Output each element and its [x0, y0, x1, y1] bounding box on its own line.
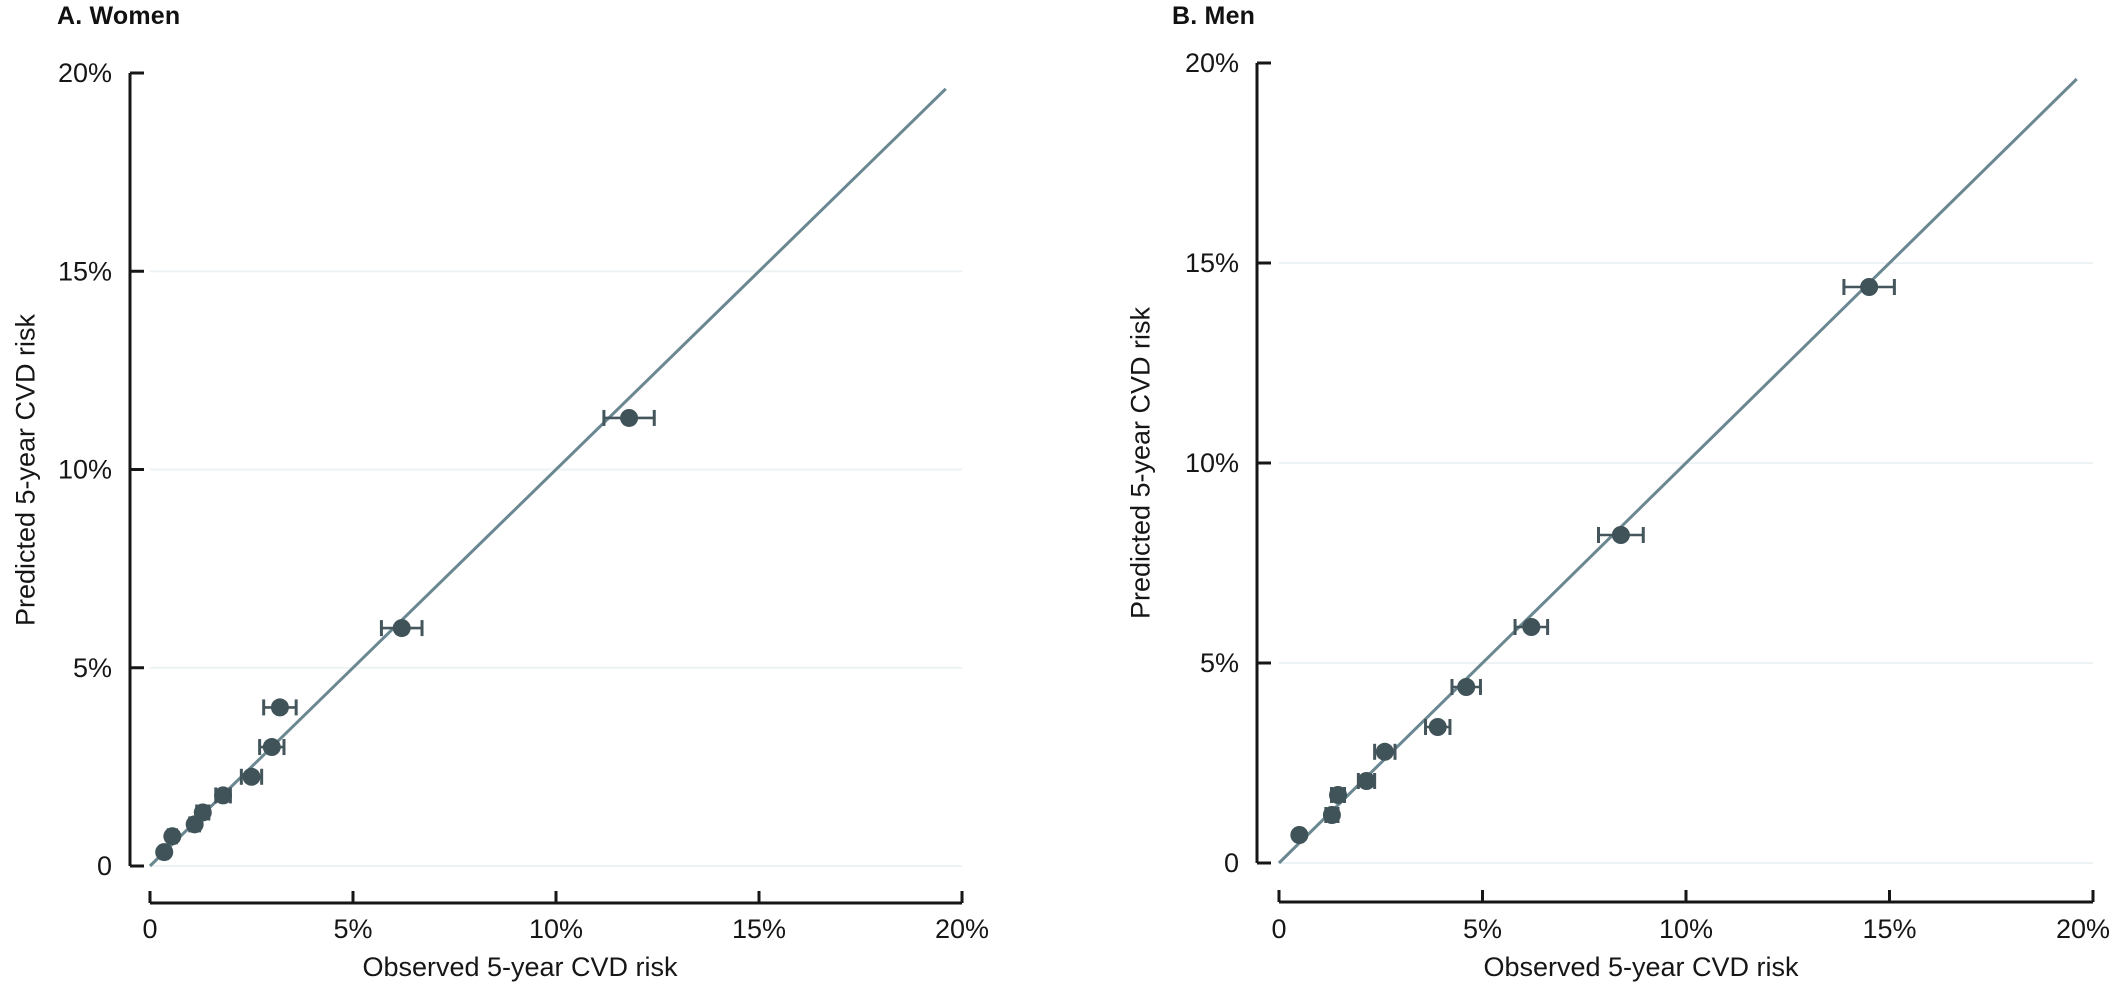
- x-tick-label: 20%: [935, 914, 989, 944]
- x-tick-label: 20%: [2056, 914, 2110, 944]
- y-tick-label: 20%: [58, 58, 112, 88]
- data-point: [1860, 278, 1879, 296]
- data-point: [620, 408, 639, 427]
- y-tick-label: 10%: [1185, 448, 1239, 478]
- panel-b-x-axis-label: Observed 5-year CVD risk: [1483, 952, 1799, 982]
- panel-b: 0 5% 10% 15% 20% 0 5% 10% 15% 20%: [1185, 48, 2110, 944]
- identity-line: [1277, 77, 2078, 865]
- data-point: [392, 619, 411, 638]
- data-point: [155, 843, 174, 862]
- y-tick-label: 15%: [58, 256, 112, 286]
- x-tick-label: 15%: [1862, 914, 1916, 944]
- data-point: [1522, 618, 1541, 636]
- data-point: [262, 738, 281, 757]
- data-point: [1611, 526, 1630, 544]
- panel-a-title: A. Women: [57, 2, 181, 30]
- data-point: [1357, 772, 1376, 790]
- y-tick-label: 10%: [58, 455, 112, 485]
- data-point: [1329, 786, 1348, 804]
- data-point: [270, 698, 289, 717]
- data-point: [163, 827, 182, 846]
- y-tick-label: 0: [1224, 848, 1239, 878]
- y-tick-label: 5%: [73, 653, 112, 683]
- y-tick-label: 0: [97, 851, 112, 881]
- panel-a: 0 5% 10% 15% 20% 0 5% 10% 15% 20%: [58, 58, 989, 944]
- data-point: [1428, 718, 1447, 736]
- panel-b-title: B. Men: [1172, 2, 1256, 30]
- identity-line: [148, 87, 947, 868]
- data-point: [1290, 826, 1309, 844]
- x-tick-label: 15%: [732, 914, 786, 944]
- y-tick-label: 5%: [1200, 648, 1239, 678]
- x-tick-label: 5%: [333, 914, 372, 944]
- x-tick-label: 10%: [1659, 914, 1713, 944]
- data-point: [1457, 678, 1476, 696]
- data-point: [242, 767, 261, 786]
- data-point: [1375, 742, 1394, 761]
- data-point: [193, 803, 212, 822]
- x-tick-label: 0: [142, 914, 157, 944]
- x-tick-label: 0: [1271, 914, 1286, 944]
- y-tick-label: 20%: [1185, 48, 1239, 78]
- x-tick-label: 5%: [1463, 914, 1502, 944]
- data-point: [214, 786, 233, 805]
- data-point: [1322, 806, 1341, 824]
- panel-b-y-axis-label: Predicted 5-year CVD risk: [1125, 306, 1156, 620]
- panel-a-y-axis-label: Predicted 5-year CVD risk: [10, 313, 41, 627]
- panel-a-x-axis-label: Observed 5-year CVD risk: [362, 952, 678, 982]
- y-tick-label: 15%: [1185, 248, 1239, 278]
- x-tick-label: 10%: [529, 914, 583, 944]
